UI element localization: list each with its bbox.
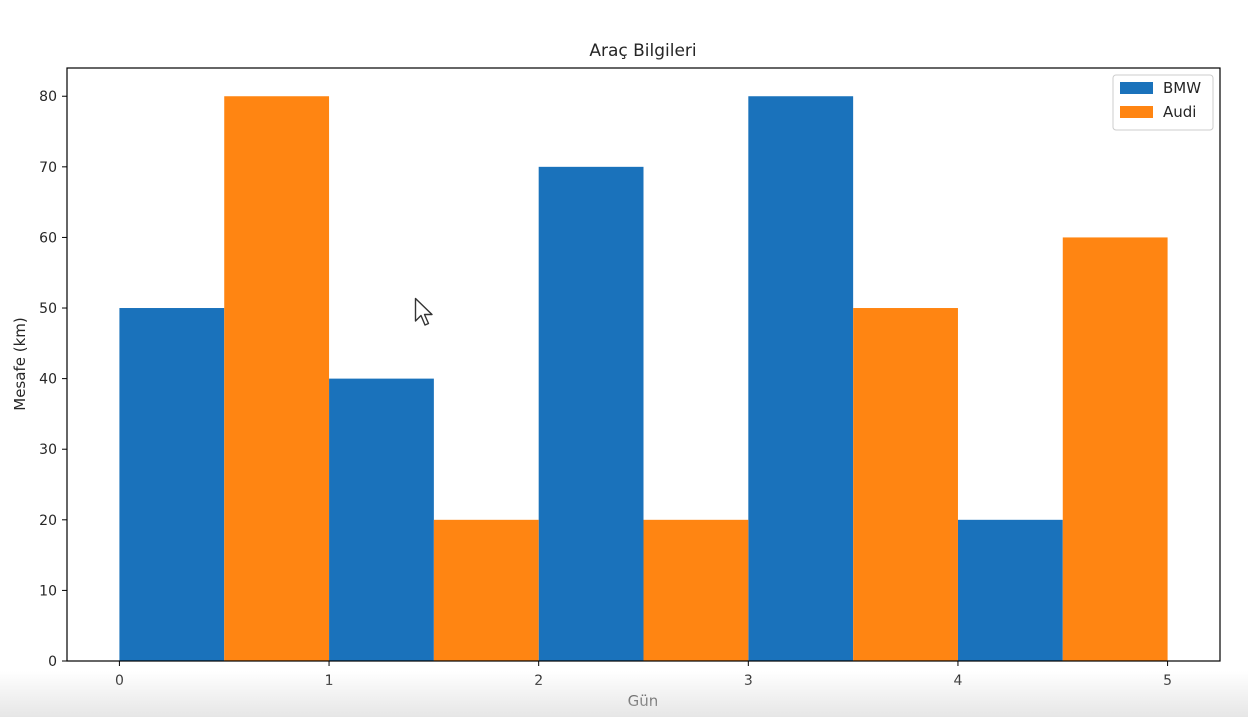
legend-label-audi: Audi: [1163, 103, 1196, 121]
legend-items: BMW Audi: [1120, 79, 1201, 121]
bar-audi-2: [643, 519, 749, 661]
x-tick-label-5: 5: [1163, 673, 1172, 689]
legend-label-bmw: BMW: [1163, 79, 1201, 97]
legend-swatch-bmw: [1120, 82, 1153, 94]
chart-title: Araç Bilgileri: [589, 41, 696, 61]
bar-audi-1: [433, 519, 539, 661]
bar-bmw-1: [329, 378, 434, 661]
bar-bmw-3: [748, 96, 854, 662]
y-tick-label-4: 40: [39, 372, 57, 388]
y-tick-label-1: 10: [39, 583, 57, 599]
y-tick-label-7: 70: [39, 160, 57, 176]
bar-bmw-4: [957, 519, 1063, 661]
y-axis-label: Mesafe (km): [11, 317, 29, 410]
mouse-pointer-icon: [414, 297, 433, 326]
x-tick-label-1: 1: [325, 673, 334, 689]
y-tick-label-3: 30: [39, 442, 57, 458]
plot-area-frame: [66, 67, 1221, 662]
bar-audi-4: [1062, 237, 1168, 661]
y-tick-label-5: 50: [39, 301, 57, 317]
x-tick-label-2: 2: [534, 673, 543, 689]
x-tick-label-0: 0: [115, 673, 124, 689]
y-tick-label-2: 20: [39, 513, 57, 529]
x-tick-label-3: 3: [744, 673, 753, 689]
legend: BMW Audi: [1112, 74, 1214, 131]
bar-bmw-2: [538, 166, 644, 661]
bar-bmw-0: [119, 308, 225, 661]
y-tick-label-8: 80: [39, 89, 57, 105]
x-axis-label: Gün: [628, 692, 659, 710]
bars-layer: [119, 96, 1168, 662]
bar-audi-0: [224, 96, 330, 662]
y-tick-label-0: 0: [48, 654, 57, 670]
bar-audi-3: [853, 308, 958, 661]
legend-swatch-audi: [1120, 106, 1153, 118]
y-tick-label-6: 60: [39, 230, 57, 246]
x-tick-label-4: 4: [953, 673, 962, 689]
